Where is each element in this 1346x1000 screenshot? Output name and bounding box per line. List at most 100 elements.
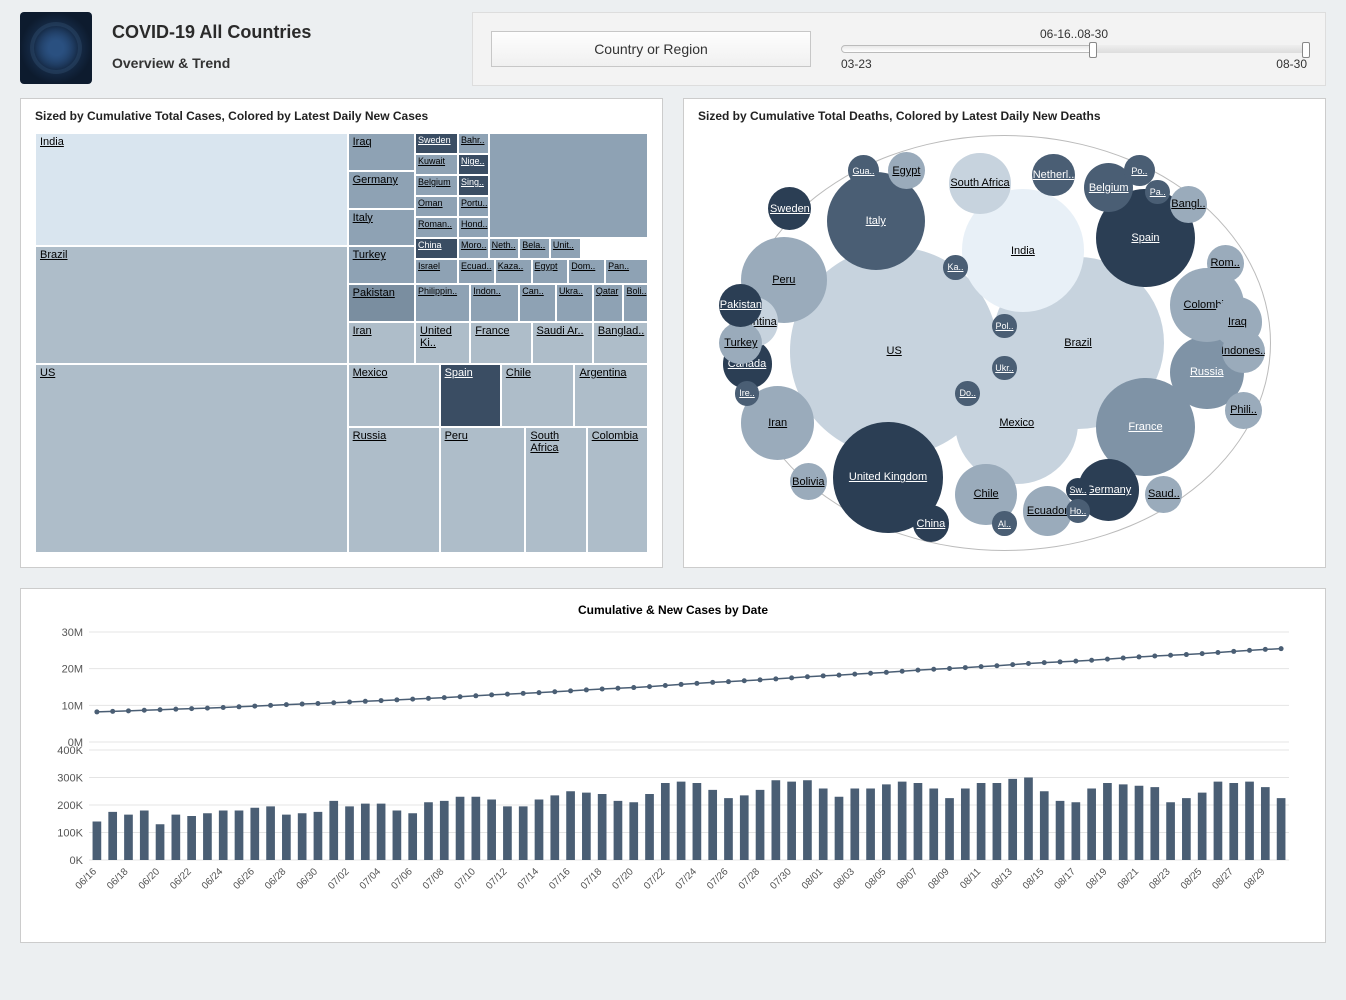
bubble-chart[interactable]: USBrazilIndiaMexicoUnited KingdomItalyFr… [698, 133, 1311, 553]
treemap-cell[interactable]: Boli.. [623, 284, 648, 322]
bubble-node[interactable]: Bolivia [790, 463, 827, 500]
treemap-cell[interactable]: Bela.. [519, 238, 550, 259]
bubble-node[interactable]: Indones.. [1222, 330, 1265, 373]
svg-text:07/24: 07/24 [674, 866, 700, 892]
treemap-cell[interactable]: China [415, 238, 458, 259]
treemap-panel: Sized by Cumulative Total Cases, Colored… [20, 98, 663, 568]
timeline-chart[interactable]: 0M10M20M30M0K100K200K300K400K06/1606/180… [39, 627, 1299, 927]
bubble-node[interactable]: Saud.. [1145, 476, 1182, 513]
svg-text:07/02: 07/02 [326, 866, 352, 892]
bubble-node[interactable]: South Africa [949, 153, 1010, 214]
treemap-cell[interactable]: Turkey [348, 246, 415, 284]
treemap-cell[interactable]: France [470, 322, 531, 364]
treemap-cell[interactable]: Can.. [519, 284, 556, 322]
treemap-cell[interactable]: Israel [415, 259, 458, 284]
slider-start-label: 03-23 [841, 57, 872, 71]
svg-text:06/18: 06/18 [105, 866, 131, 892]
svg-text:08/19: 08/19 [1084, 866, 1110, 892]
svg-text:06/22: 06/22 [168, 866, 194, 892]
treemap-cell[interactable]: Kuwait [415, 154, 458, 175]
bubble-node[interactable]: Pakistan [719, 284, 762, 327]
treemap-cell[interactable]: Pan.. [605, 259, 648, 284]
bubble-node[interactable]: Pol.. [992, 314, 1017, 339]
treemap-cell[interactable]: Mexico [348, 364, 440, 427]
treemap-cell[interactable]: Qatar [593, 284, 624, 322]
treemap-cell[interactable]: Roman.. [415, 217, 458, 238]
bubble-node[interactable]: Bangl.. [1170, 186, 1207, 223]
treemap-cell[interactable]: India [35, 133, 348, 246]
treemap-cell[interactable]: Unit.. [550, 238, 581, 259]
bubble-node[interactable]: Phili.. [1225, 392, 1262, 429]
svg-text:07/20: 07/20 [610, 866, 636, 892]
svg-text:08/21: 08/21 [1116, 866, 1142, 892]
bubble-node[interactable]: Ecuador [1023, 486, 1072, 535]
treemap-cell[interactable]: Portu.. [458, 196, 489, 217]
svg-text:07/18: 07/18 [579, 866, 605, 892]
treemap-cell[interactable]: South Africa [525, 427, 586, 553]
treemap-cell[interactable]: Nige.. [458, 154, 489, 175]
bubble-node[interactable]: China [913, 505, 950, 542]
treemap-cell[interactable]: Sweden [415, 133, 458, 154]
treemap-cell[interactable]: Egypt [532, 259, 569, 284]
treemap-cell[interactable]: Ukra.. [556, 284, 593, 322]
bubble-node[interactable]: Rom.. [1207, 245, 1244, 282]
treemap-cell[interactable]: Indon.. [470, 284, 519, 322]
treemap-cell[interactable]: Oman [415, 196, 458, 217]
treemap-cell[interactable]: Dom.. [568, 259, 605, 284]
treemap-cell[interactable]: Moro.. [458, 238, 489, 259]
bubble-node[interactable]: Ka.. [943, 255, 968, 280]
treemap-chart[interactable]: IndiaBrazilUS IraqGermanyItalyTurkeyPakis… [35, 133, 648, 553]
treemap-cell[interactable]: Ecuad.. [458, 259, 495, 284]
treemap-cell[interactable] [489, 133, 648, 238]
treemap-cell[interactable]: Iran [348, 322, 415, 364]
treemap-cell[interactable]: Italy [348, 209, 415, 247]
treemap-cell[interactable]: US [35, 364, 348, 553]
treemap-cell[interactable]: Neth.. [489, 238, 520, 259]
bubble-node[interactable]: Ire.. [735, 381, 760, 406]
treemap-cell[interactable]: Germany [348, 171, 415, 209]
bubble-node[interactable]: Gua.. [848, 155, 879, 186]
svg-text:08/11: 08/11 [958, 866, 983, 891]
svg-text:07/14: 07/14 [516, 866, 542, 892]
treemap-cell[interactable]: Russia [348, 427, 440, 553]
bubble-node[interactable]: Pa.. [1145, 180, 1170, 205]
svg-text:07/22: 07/22 [642, 866, 668, 892]
slider-handle-start[interactable] [1089, 42, 1097, 58]
bubble-node[interactable]: Netherl.. [1032, 154, 1075, 197]
treemap-cell[interactable]: Philippin.. [415, 284, 470, 322]
bubble-node[interactable]: Do.. [955, 381, 980, 406]
svg-text:07/04: 07/04 [358, 866, 384, 892]
bubble-node[interactable]: Egypt [888, 152, 925, 189]
treemap-cell[interactable]: Chile [501, 364, 575, 427]
svg-text:08/25: 08/25 [1179, 866, 1205, 892]
treemap-cell[interactable]: Hond.. [458, 217, 489, 238]
date-slider[interactable]: 06-16..08-30 03-23 08-30 [841, 27, 1307, 71]
svg-text:08/15: 08/15 [1021, 866, 1047, 892]
treemap-cell[interactable]: Kaza.. [495, 259, 532, 284]
treemap-cell[interactable]: Peru [440, 427, 526, 553]
treemap-cell[interactable]: Iraq [348, 133, 415, 171]
treemap-cell[interactable]: Sing.. [458, 175, 489, 196]
treemap-cell[interactable]: Spain [440, 364, 501, 427]
svg-text:07/26: 07/26 [705, 866, 731, 892]
bubble-node[interactable]: Ukr.. [992, 356, 1017, 381]
slider-handle-end[interactable] [1302, 42, 1310, 58]
treemap-cell[interactable]: United Ki.. [415, 322, 470, 364]
app-logo [20, 12, 92, 84]
svg-text:08/27: 08/27 [1210, 866, 1236, 892]
treemap-cell[interactable]: Saudi Ar.. [532, 322, 593, 364]
bubble-node[interactable]: Al.. [992, 511, 1017, 536]
treemap-cell[interactable]: Argentina [574, 364, 648, 427]
treemap-cell[interactable]: Bahr.. [458, 133, 489, 154]
region-filter-button[interactable]: Country or Region [491, 31, 811, 67]
treemap-cell[interactable]: Pakistan [348, 284, 415, 322]
treemap-cell[interactable]: Banglad.. [593, 322, 648, 364]
svg-text:08/07: 08/07 [895, 866, 921, 892]
filter-bar: Country or Region 06-16..08-30 03-23 08-… [472, 12, 1326, 86]
treemap-cell[interactable]: Brazil [35, 246, 348, 364]
treemap-cell[interactable]: Belgium [415, 175, 458, 196]
svg-text:06/20: 06/20 [137, 866, 163, 892]
treemap-cell[interactable]: Colombia [587, 427, 648, 553]
page-subtitle: Overview & Trend [112, 55, 452, 71]
svg-text:07/06: 07/06 [389, 866, 415, 892]
